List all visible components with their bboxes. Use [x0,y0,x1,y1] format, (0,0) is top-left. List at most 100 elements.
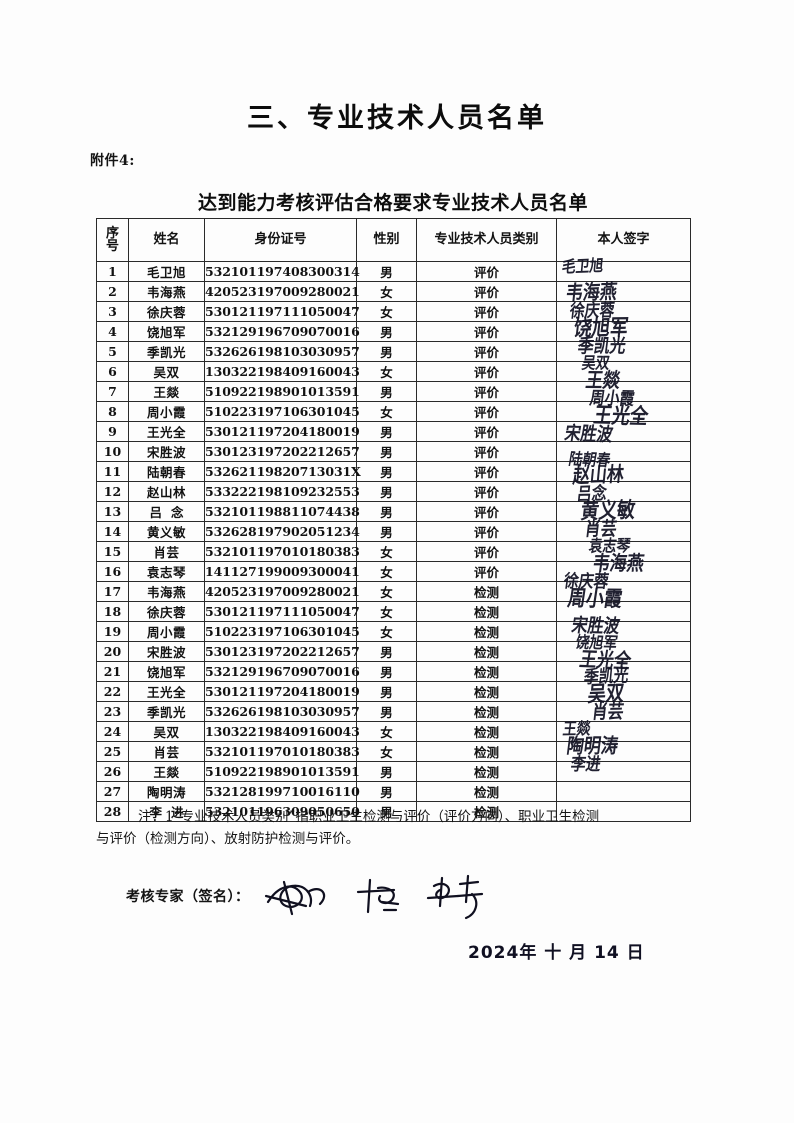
column-header-id: 身份证号 [204,218,357,262]
cell-sequence: 10 [96,441,129,462]
note-line-1: 注：1“专业技术人员类别”指职业卫生检测与评价（评价方向）、职业卫生检测 [138,809,600,825]
cell-sequence: 27 [96,781,129,802]
cell-sequence: 14 [96,521,129,542]
column-header-name: 姓名 [128,218,205,262]
table-row: 9 王光全 530121197204180019 男评价 [96,421,691,442]
table-row: 24 吴双 130322198409160043 女检测 [96,721,691,742]
cell-signature [556,541,691,562]
cell-category: 评价 [416,521,557,542]
table-header-row: 序 号 姓名 身份证号 性别 专业技术人员类别 本人签字 [96,218,691,262]
cell-sequence: 23 [96,701,129,722]
cell-id-number: 510223197106301045 [204,621,360,642]
cell-id-number: 530121197111050047 [204,301,360,322]
cell-sequence: 11 [96,461,129,482]
cell-id-number: 532101197010180383 [204,541,360,562]
cell-sex: 男 [356,421,417,442]
cell-sex: 男 [356,461,417,482]
table-row: 27 陶明涛 532128199710016110 男检测 [96,781,691,802]
cell-category: 评价 [416,281,557,302]
cell-signature [556,621,691,642]
cell-name: 饶旭军 [128,321,205,342]
cell-sequence: 25 [96,741,129,762]
cell-signature [556,561,691,582]
cell-category: 评价 [416,541,557,562]
cell-sex: 男 [356,701,417,722]
cell-id-number: 532101196309050650 [204,801,360,822]
cell-category: 评价 [416,301,557,322]
cell-sequence: 13 [96,501,129,522]
table-row: 15 肖芸 532101197010180383 女评价 [96,541,691,562]
cell-sex: 男 [356,781,417,802]
cell-sex: 男 [356,441,417,462]
cell-id-number: 420523197009280021 [204,581,360,602]
cell-id-number: 510922198901013591 [204,761,360,782]
expert-signature-label: 考核专家（签名）： [126,889,250,905]
cell-name: 季凯光 [128,341,205,362]
expert-signature-strokes [264,874,484,920]
cell-category: 检测 [416,761,557,782]
cell-sex: 女 [356,621,417,642]
cell-sex: 男 [356,501,417,522]
table-title: 达到能力考核评估合格要求专业技术人员名单 [197,192,588,214]
cell-sex: 女 [356,541,417,562]
cell-sequence: 19 [96,621,129,642]
cell-category: 评价 [416,361,557,382]
column-header-seq: 序 号 [96,218,129,262]
cell-id-number: 532129196709070016 [204,321,360,342]
cell-sex: 女 [356,281,417,302]
cell-sequence: 1 [96,261,129,282]
cell-sex: 男 [356,481,417,502]
cell-signature [556,641,691,662]
column-header-seq-line2: 号 [105,239,119,254]
cell-category: 检测 [416,661,557,682]
cell-sex: 女 [356,301,417,322]
cell-signature [556,421,691,442]
cell-id-number: 530123197202212657 [204,641,360,662]
cell-sex: 男 [356,321,417,342]
cell-id-number: 530121197111050047 [204,601,360,622]
table-row: 10 宋胜波 530123197202212657 男评价 [96,441,691,462]
cell-category: 评价 [416,501,557,522]
cell-name: 王光全 [128,681,205,702]
table-row: 12 赵山林 533222198109232553 男评价 [96,481,691,502]
cell-name: 饶旭军 [128,661,205,682]
cell-sequence: 26 [96,761,129,782]
cell-id-number: 533222198109232553 [204,481,360,502]
cell-sequence: 20 [96,641,129,662]
cell-signature [556,741,691,762]
cell-id-number: 532101198811074438 [204,501,360,522]
cell-category: 检测 [416,801,557,822]
table-row: 2 韦海燕 420523197009280021 女评价 [96,281,691,302]
table-row: 14 黄义敏 532628197902051234 男评价 [96,521,691,542]
cell-id-number: 510922198901013591 [204,381,360,402]
cell-name: 韦海燕 [128,281,205,302]
cell-signature [556,361,691,382]
cell-category: 评价 [416,461,557,482]
cell-sex: 男 [356,341,417,362]
cell-id-number: 532101197010180383 [204,741,360,762]
table-row: 4 饶旭军 532129196709070016 男评价 [96,321,691,342]
cell-sex: 女 [356,361,417,382]
cell-sequence: 17 [96,581,129,602]
table-row: 22 王光全 530121197204180019 男检测 [96,681,691,702]
cell-id-number: 532626198103030957 [204,701,360,722]
cell-sex: 女 [356,721,417,742]
cell-name: 黄义敏 [128,521,205,542]
table-row: 26 王燚 510922198901013591 男检测 [96,761,691,782]
cell-id-number: 130322198409160043 [204,361,360,382]
cell-sequence: 18 [96,601,129,622]
cell-category: 评价 [416,261,557,282]
cell-sequence: 21 [96,661,129,682]
cell-id-number: 420523197009280021 [204,281,360,302]
cell-sequence: 2 [96,281,129,302]
cell-signature [556,301,691,322]
cell-name: 王燚 [128,761,205,782]
table-row: 13 吕念 532101198811074438 男评价 [96,501,691,522]
cell-sex: 男 [356,661,417,682]
cell-signature [556,761,691,782]
cell-name: 韦海燕 [128,581,205,602]
cell-name: 王光全 [128,421,205,442]
cell-category: 评价 [416,441,557,462]
personnel-roster-table: 序 号 姓名 身份证号 性别 专业技术人员类别 本人签字 1 毛卫旭 5321011… [96,218,691,822]
cell-category: 评价 [416,341,557,362]
